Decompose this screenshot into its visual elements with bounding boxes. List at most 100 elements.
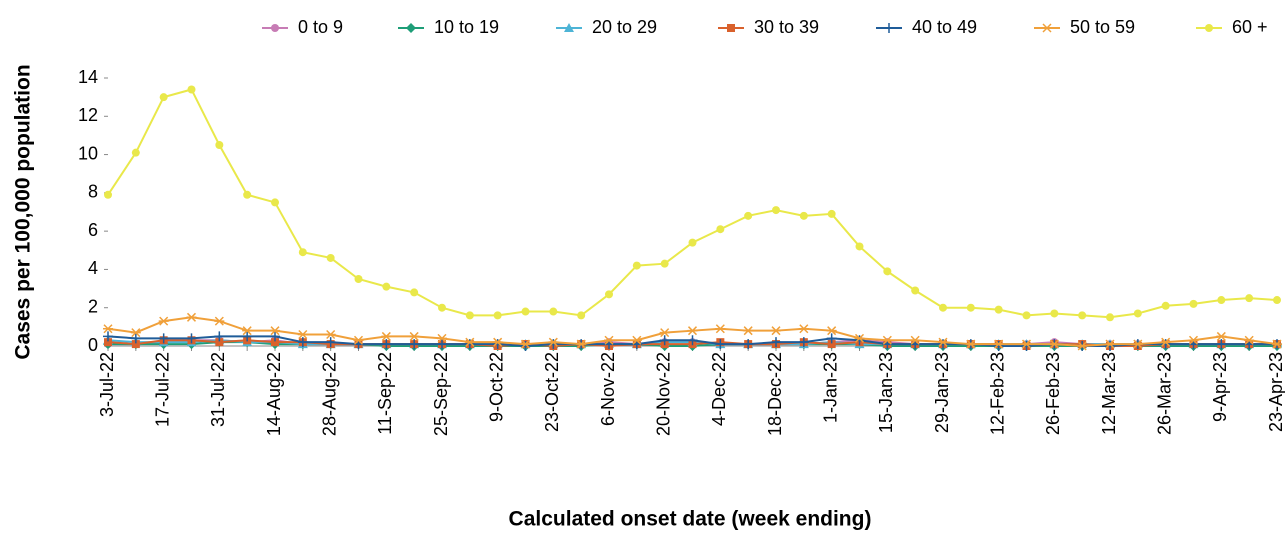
marker bbox=[1021, 341, 1032, 351]
y-tick-label: 4 bbox=[88, 258, 98, 278]
marker bbox=[521, 307, 530, 316]
y-tick-label: 0 bbox=[88, 335, 98, 355]
x-tick-label: 4-Dec-22 bbox=[709, 352, 729, 426]
marker bbox=[993, 341, 1004, 351]
marker bbox=[1077, 341, 1088, 351]
marker bbox=[854, 335, 865, 346]
marker bbox=[827, 340, 836, 349]
marker bbox=[271, 24, 279, 32]
x-tick-label: 20-Nov-22 bbox=[653, 352, 673, 436]
legend-label: 30 to 39 bbox=[754, 17, 819, 37]
marker bbox=[159, 93, 168, 102]
marker bbox=[406, 23, 416, 33]
marker bbox=[1273, 296, 1281, 305]
marker bbox=[1244, 335, 1255, 345]
marker bbox=[242, 326, 253, 336]
marker bbox=[744, 211, 753, 220]
marker bbox=[604, 335, 614, 345]
marker bbox=[438, 303, 446, 312]
marker bbox=[354, 275, 363, 283]
marker bbox=[298, 248, 307, 257]
marker bbox=[772, 206, 780, 215]
series-line bbox=[107, 88, 1278, 319]
marker bbox=[1133, 309, 1142, 318]
x-tick-label: 9-Oct-22 bbox=[486, 352, 506, 422]
marker bbox=[1078, 311, 1087, 320]
marker bbox=[187, 85, 196, 94]
y-tick-label: 12 bbox=[78, 105, 98, 125]
legend-label: 60 + bbox=[1232, 17, 1268, 37]
marker bbox=[381, 331, 392, 341]
marker bbox=[381, 339, 392, 350]
marker bbox=[103, 324, 113, 334]
x-tick-label: 17-Jul-22 bbox=[152, 352, 172, 427]
marker bbox=[715, 339, 726, 350]
series-markers bbox=[103, 312, 1282, 351]
marker bbox=[659, 335, 670, 346]
marker bbox=[271, 338, 279, 347]
marker bbox=[549, 307, 558, 316]
marker bbox=[854, 333, 865, 343]
marker bbox=[214, 331, 225, 342]
x-tick-label: 29-Jan-23 bbox=[932, 352, 952, 433]
x-tick-label: 28-Aug-22 bbox=[319, 352, 339, 436]
x-tick-label: 9-Apr-23 bbox=[1210, 352, 1230, 422]
marker bbox=[966, 303, 975, 312]
marker bbox=[715, 324, 726, 334]
marker bbox=[938, 339, 948, 350]
marker bbox=[215, 338, 224, 347]
x-tick-label: 26-Feb-23 bbox=[1043, 352, 1063, 435]
marker bbox=[911, 286, 920, 295]
marker bbox=[158, 316, 169, 326]
marker bbox=[437, 339, 447, 350]
marker bbox=[965, 339, 976, 349]
marker bbox=[1161, 301, 1170, 310]
marker bbox=[464, 337, 475, 347]
marker bbox=[1160, 337, 1171, 347]
x-tick-label: 26-Mar-23 bbox=[1154, 352, 1174, 435]
x-tick-label: 11-Sep-22 bbox=[375, 352, 395, 435]
marker bbox=[687, 335, 698, 346]
marker bbox=[382, 282, 391, 291]
marker bbox=[798, 324, 809, 334]
marker bbox=[410, 288, 419, 297]
x-tick-label: 23-Oct-22 bbox=[542, 352, 562, 432]
marker bbox=[325, 329, 336, 340]
marker bbox=[214, 316, 225, 326]
marker bbox=[520, 341, 531, 351]
marker bbox=[130, 328, 141, 338]
x-tick-label: 23-Apr-23 bbox=[1266, 352, 1285, 432]
legend-label: 0 to 9 bbox=[298, 17, 343, 37]
y-tick-label: 8 bbox=[88, 182, 98, 202]
legend-label: 50 to 59 bbox=[1070, 17, 1135, 37]
x-axis-title: Calculated onset date (week ending) bbox=[509, 508, 872, 531]
legend-label: 20 to 29 bbox=[592, 17, 657, 37]
marker bbox=[464, 339, 475, 350]
marker bbox=[326, 253, 335, 262]
marker bbox=[520, 339, 531, 349]
marker bbox=[103, 331, 113, 342]
marker bbox=[771, 326, 781, 336]
marker bbox=[1106, 313, 1114, 322]
marker bbox=[605, 290, 613, 299]
marker bbox=[855, 242, 864, 251]
marker bbox=[1105, 341, 1115, 351]
x-tick-label: 31-Jul-22 bbox=[208, 352, 228, 427]
marker bbox=[727, 24, 735, 32]
marker bbox=[826, 326, 837, 336]
marker bbox=[882, 335, 893, 345]
series-markers bbox=[104, 85, 1281, 322]
marker bbox=[1042, 23, 1052, 33]
marker bbox=[884, 23, 894, 33]
marker bbox=[186, 312, 197, 322]
marker bbox=[1160, 339, 1171, 350]
marker bbox=[1105, 339, 1115, 349]
marker bbox=[270, 331, 280, 342]
marker bbox=[104, 190, 112, 199]
marker bbox=[548, 339, 559, 350]
marker bbox=[492, 337, 503, 347]
marker bbox=[325, 337, 336, 348]
marker bbox=[1216, 331, 1227, 341]
x-tick-label: 1-Jan-23 bbox=[820, 352, 840, 423]
